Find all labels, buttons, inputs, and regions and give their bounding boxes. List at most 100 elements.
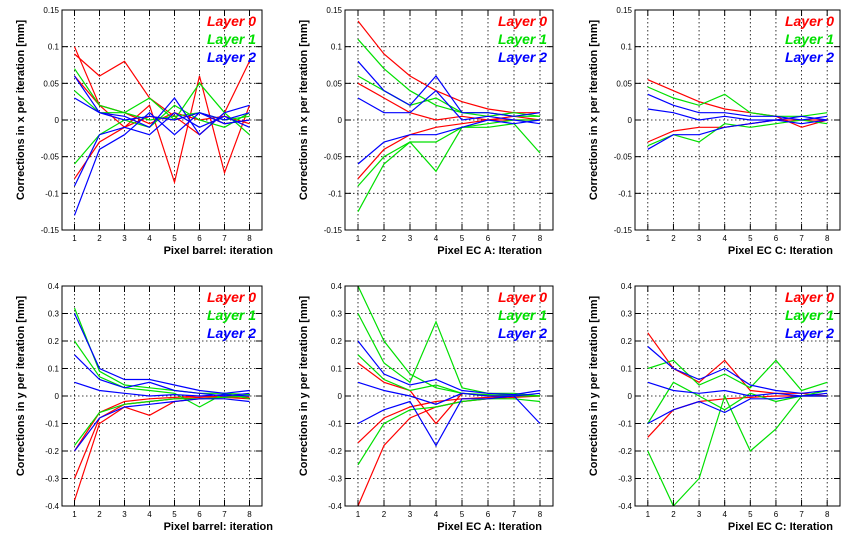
series-line-layer-1 bbox=[357, 354, 541, 397]
x-tick-label: 3 bbox=[122, 510, 127, 519]
y-tick-label: 0.3 bbox=[48, 310, 60, 319]
series-line-layer-1 bbox=[647, 389, 828, 506]
y-tick-label: 0.15 bbox=[326, 6, 342, 15]
series-line-layer-2 bbox=[73, 111, 250, 216]
x-tick-label: 8 bbox=[825, 510, 830, 519]
x-axis-title: Pixel barrel: iteration bbox=[164, 521, 274, 533]
x-tick-label: 5 bbox=[748, 510, 753, 519]
x-tick-label: 7 bbox=[799, 510, 804, 519]
series-line-layer-2 bbox=[74, 398, 250, 452]
legend-entry-2: Layer 2 bbox=[498, 325, 547, 341]
legend-entry-0: Layer 0 bbox=[785, 289, 834, 305]
series-line-layer-0 bbox=[647, 79, 828, 128]
x-tick-label: 6 bbox=[486, 510, 491, 519]
y-tick-label: 0.1 bbox=[48, 365, 60, 374]
x-axis-title: Pixel EC A: Iteration bbox=[437, 245, 542, 257]
legend-entry-2: Layer 2 bbox=[498, 49, 547, 65]
x-tick-label: 4 bbox=[147, 234, 152, 243]
series-line-layer-2 bbox=[357, 119, 541, 165]
panel-4: 1 2 3 4 5 6 7 8 -0.4 -0.3 -0.2 -0.1 0 0.1 0.2 0.3 0.4 Pix… bbox=[15, 282, 273, 533]
legend-entry-1: Layer 1 bbox=[498, 307, 547, 323]
x-axis-title: Pixel barrel: iteration bbox=[164, 245, 274, 257]
x-tick-label: 1 bbox=[356, 510, 361, 519]
series-group bbox=[73, 46, 251, 216]
series-line-layer-1 bbox=[647, 359, 828, 392]
series-line-layer-2 bbox=[357, 381, 541, 405]
series-line-layer-2 bbox=[357, 395, 541, 447]
y-tick-label: -0.4 bbox=[618, 502, 632, 511]
panel-5: 1 2 3 4 5 6 7 8 -0.4 -0.3 -0.2 -0.1 0 0.1 0.2 0.3 0.4 Pix… bbox=[298, 282, 554, 533]
series-line-layer-2 bbox=[647, 381, 828, 397]
legend-entry-2: Layer 2 bbox=[785, 325, 834, 341]
x-tick-label: 8 bbox=[538, 234, 543, 243]
series-line-layer-2 bbox=[357, 340, 541, 396]
x-tick-label: 5 bbox=[460, 510, 465, 519]
x-tick-label: 6 bbox=[774, 234, 779, 243]
x-tick-label: 1 bbox=[72, 510, 77, 519]
y-tick-label: -0.15 bbox=[324, 226, 343, 235]
x-tick-label: 2 bbox=[97, 234, 102, 243]
legend-entry-0: Layer 0 bbox=[785, 13, 834, 29]
series-line-layer-2 bbox=[74, 381, 250, 397]
x-tick-label: 1 bbox=[646, 234, 651, 243]
y-tick-label: -0.2 bbox=[328, 447, 342, 456]
y-axis-title: Corrections in y per iteration [mm] bbox=[588, 296, 600, 477]
series-group bbox=[357, 286, 541, 506]
series-line-layer-2 bbox=[73, 313, 250, 394]
series-line-layer-2 bbox=[74, 354, 250, 397]
series-line-layer-2 bbox=[647, 119, 828, 150]
x-tick-label: 1 bbox=[356, 234, 361, 243]
series-line-layer-0 bbox=[73, 396, 250, 501]
x-tick-label: 4 bbox=[434, 234, 439, 243]
x-tick-label: 3 bbox=[122, 234, 127, 243]
y-tick-label: 0 bbox=[628, 392, 633, 401]
y-tick-label: 0 bbox=[55, 116, 60, 125]
y-tick-label: -0.1 bbox=[45, 189, 59, 198]
y-tick-label: 0 bbox=[338, 116, 343, 125]
x-tick-label: 3 bbox=[408, 510, 413, 519]
legend-entry-1: Layer 1 bbox=[785, 307, 834, 323]
y-tick-label: -0.15 bbox=[614, 226, 633, 235]
panel-3: 1 2 3 4 5 6 7 8 -0.15 -0.1 -0.05 0 0.05 0.1 0.15 Pixel … bbox=[588, 6, 841, 257]
y-tick-label: 0.2 bbox=[331, 337, 343, 346]
series-line-layer-1 bbox=[647, 86, 828, 117]
x-tick-label: 5 bbox=[172, 510, 177, 519]
series-group bbox=[647, 332, 828, 506]
x-tick-label: 4 bbox=[722, 234, 727, 243]
x-tick-label: 7 bbox=[799, 234, 804, 243]
y-tick-label: 0.05 bbox=[43, 79, 59, 88]
y-tick-label: 0 bbox=[55, 392, 60, 401]
series-line-layer-0 bbox=[647, 332, 828, 397]
x-axis-title: Pixel EC C: Iteration bbox=[728, 521, 833, 533]
series-line-layer-2 bbox=[73, 111, 250, 187]
y-tick-label: 0.4 bbox=[621, 282, 633, 291]
y-tick-label: 0 bbox=[338, 392, 343, 401]
x-tick-label: 2 bbox=[671, 234, 676, 243]
y-tick-label: -0.1 bbox=[328, 189, 342, 198]
x-tick-label: 7 bbox=[222, 510, 227, 519]
y-tick-label: 0.15 bbox=[43, 6, 59, 15]
x-tick-label: 6 bbox=[197, 234, 202, 243]
x-tick-label: 8 bbox=[825, 234, 830, 243]
y-tick-label: 0.1 bbox=[48, 43, 60, 52]
legend-entry-2: Layer 2 bbox=[785, 49, 834, 65]
y-tick-label: 0.4 bbox=[331, 282, 343, 291]
y-tick-label: 0.1 bbox=[621, 43, 633, 52]
y-tick-label: 0.3 bbox=[331, 310, 343, 319]
x-tick-label: 2 bbox=[382, 234, 387, 243]
y-tick-label: -0.1 bbox=[328, 420, 342, 429]
series-line-layer-1 bbox=[74, 68, 250, 136]
legend-entry-0: Layer 0 bbox=[207, 289, 256, 305]
x-axis-title: Pixel EC A: Iteration bbox=[437, 521, 542, 533]
series-line-layer-2 bbox=[647, 346, 828, 394]
series-group bbox=[73, 307, 250, 501]
x-tick-label: 2 bbox=[382, 510, 387, 519]
x-tick-label: 7 bbox=[222, 234, 227, 243]
x-tick-label: 2 bbox=[97, 510, 102, 519]
y-axis-title: Corrections in x per iteration [mm] bbox=[15, 20, 27, 201]
series-group bbox=[357, 20, 541, 212]
y-tick-label: 0.1 bbox=[331, 43, 343, 52]
x-tick-label: 5 bbox=[748, 234, 753, 243]
y-tick-label: -0.15 bbox=[41, 226, 60, 235]
y-axis-title: Corrections in y per iteration [mm] bbox=[298, 296, 310, 477]
